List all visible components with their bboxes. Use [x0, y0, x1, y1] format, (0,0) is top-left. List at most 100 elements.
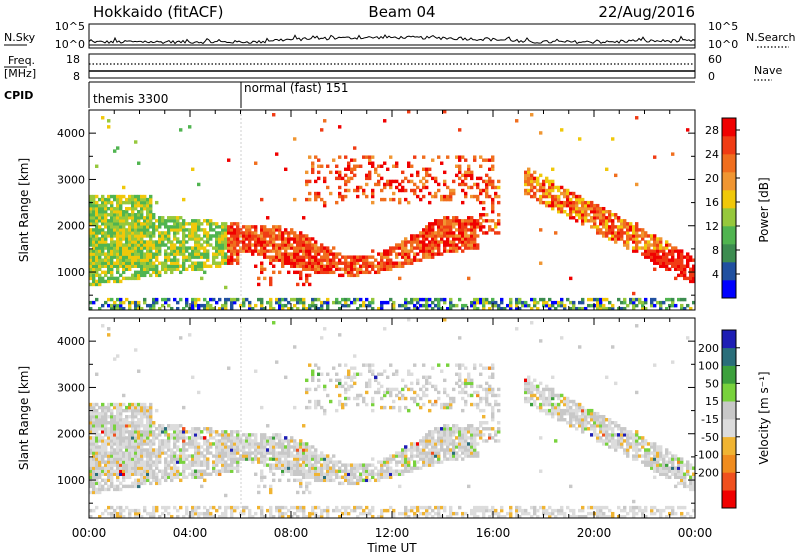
velocity-cell	[386, 469, 390, 473]
power-cell	[260, 240, 264, 244]
velocity-cell	[254, 451, 258, 455]
velocity-cell	[347, 478, 351, 483]
power-cell	[380, 176, 384, 181]
power-cell	[545, 179, 549, 184]
velocity-cell	[311, 469, 315, 473]
velocity-cell	[461, 451, 465, 455]
velocity-cell	[104, 481, 108, 486]
velocity-cell	[440, 430, 444, 434]
power-cell	[149, 197, 153, 202]
velocity-cell	[470, 442, 474, 446]
velocity-cell	[227, 448, 231, 452]
power-cell	[410, 240, 414, 244]
velocity-cell	[278, 514, 282, 519]
power-cell	[599, 297, 603, 302]
power-cell	[470, 246, 474, 250]
velocity-cell	[395, 369, 399, 373]
velocity-cell	[248, 457, 252, 461]
power-cell	[317, 164, 321, 168]
power-cell	[575, 210, 579, 214]
velocity-cell	[149, 421, 153, 425]
power-cell	[308, 155, 312, 159]
power-cell	[146, 243, 150, 247]
power-cell	[101, 261, 105, 265]
power-cell	[101, 200, 105, 205]
power-cell	[215, 243, 219, 247]
power-cell	[317, 170, 321, 175]
velocity-cell	[272, 472, 276, 476]
velocity-cell	[344, 472, 348, 476]
power-cell	[647, 246, 651, 250]
velocity-cell	[302, 469, 306, 473]
power-cell	[122, 234, 126, 238]
power-cell	[557, 188, 561, 193]
power-cell	[422, 155, 426, 159]
power-cell	[404, 237, 408, 241]
velocity-cell	[287, 463, 291, 467]
power-cell	[347, 297, 351, 302]
power-cell	[452, 225, 456, 229]
power-cell	[167, 231, 171, 235]
power-cell	[278, 225, 282, 229]
power-cell	[167, 237, 171, 241]
power-cell	[98, 246, 102, 250]
power-cell	[440, 161, 444, 165]
power-cell	[194, 234, 198, 238]
velocity-cell	[458, 448, 462, 452]
power-cell	[119, 225, 123, 229]
power-cell	[185, 267, 189, 272]
power-cell	[158, 243, 162, 247]
velocity-cell	[149, 414, 153, 419]
power-cell	[107, 197, 111, 202]
power-cell	[125, 219, 129, 223]
power-cell	[287, 252, 291, 256]
power-cell	[230, 303, 234, 308]
power-cell	[368, 255, 372, 259]
power-cell	[98, 273, 102, 278]
power-cell	[302, 258, 306, 262]
power-cell	[224, 225, 228, 229]
velocity-cell	[128, 463, 132, 467]
power-cell	[101, 210, 105, 214]
power-cell	[110, 206, 114, 211]
power-cell	[278, 249, 282, 253]
power-cell	[419, 240, 423, 244]
power-cell	[677, 273, 681, 278]
velocity-cell	[272, 436, 276, 440]
velocity-cell	[419, 405, 423, 410]
power-cell	[482, 300, 486, 305]
velocity-cell	[242, 511, 246, 516]
velocity-cell	[191, 511, 195, 516]
velocity-cell	[107, 427, 111, 431]
power-cell	[365, 176, 369, 181]
velocity-cell	[149, 475, 153, 480]
power-cell	[164, 225, 168, 229]
velocity-cell	[203, 448, 207, 452]
power-cell	[416, 258, 420, 262]
power-cell	[356, 194, 360, 199]
power-cell	[182, 306, 186, 311]
power-cell	[389, 246, 393, 250]
velocity-cell	[140, 442, 144, 446]
velocity-cell	[320, 469, 324, 473]
power-cell	[353, 300, 357, 305]
power-cell	[377, 306, 381, 311]
velocity-cell	[296, 448, 300, 452]
power-cell	[344, 261, 348, 265]
power-cell	[173, 237, 177, 241]
velocity-cell	[98, 411, 102, 416]
power-cell	[497, 194, 501, 199]
power-cell	[89, 222, 93, 226]
power-cell	[194, 231, 198, 235]
power-cell	[539, 228, 543, 232]
velocity-cell	[347, 481, 351, 486]
velocity-cell	[128, 445, 132, 449]
velocity-cell	[260, 436, 264, 440]
power-cell	[125, 249, 129, 253]
power-cell	[662, 249, 666, 253]
power-cell	[407, 161, 411, 165]
velocity-cell	[89, 469, 93, 473]
power-cell	[641, 306, 645, 311]
velocity-cell	[131, 481, 135, 486]
power-cell	[134, 194, 138, 199]
